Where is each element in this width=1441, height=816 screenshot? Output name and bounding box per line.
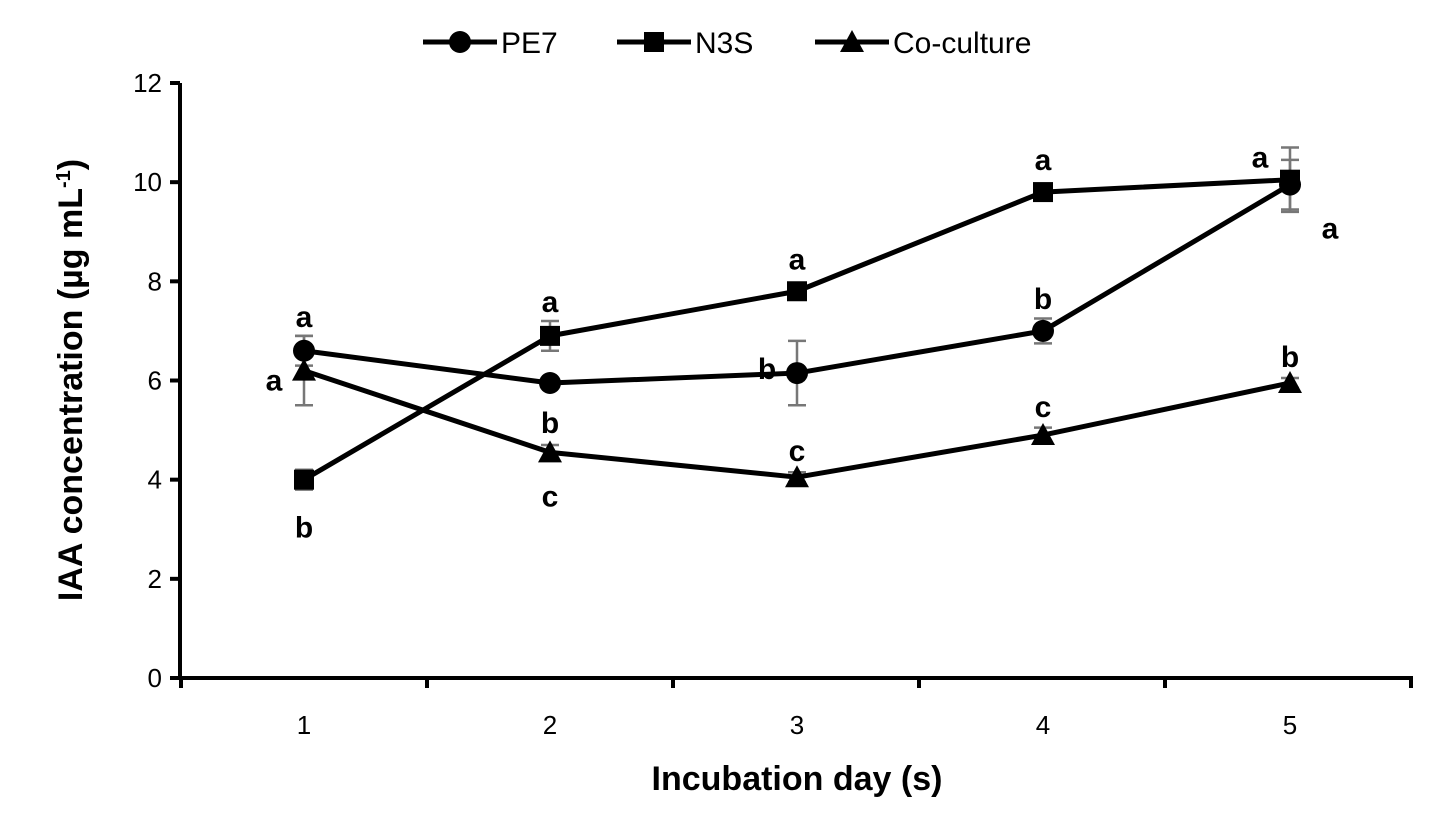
y-axis-title-superscript: -1 (53, 170, 75, 188)
x-tick-label: 5 (1283, 710, 1297, 740)
co-culture-significance-letter: b (1281, 341, 1299, 374)
x-tick-label: 4 (1036, 710, 1050, 740)
y-axis-title-end: ) (52, 159, 90, 170)
n3s-significance-letter: a (789, 243, 806, 276)
series-markers (292, 169, 1302, 490)
legend-n3s-label: N3S (695, 27, 753, 60)
pe7-significance-letter: b (758, 353, 776, 386)
legend-pe7-marker (449, 31, 471, 53)
co-culture-significance-letter: c (789, 435, 806, 468)
x-tick-label: 3 (790, 710, 804, 740)
legend-pe7-label: PE7 (501, 27, 558, 60)
pe7-point (1032, 319, 1054, 342)
n3s-significance-letter: a (1035, 144, 1052, 177)
n3s-point (787, 281, 807, 302)
n3s-point (540, 325, 560, 346)
pe7-point (539, 371, 561, 394)
co-culture-significance-letter: c (1035, 391, 1052, 424)
legend-co-culture-marker (840, 30, 864, 52)
n3s-point (294, 469, 314, 490)
co-culture-significance-letter: a (266, 365, 283, 398)
pe7-point (786, 362, 808, 385)
co-culture-point (1031, 423, 1055, 446)
legend: PE7 N3S Co-culture (423, 27, 1031, 60)
n3s-point (1033, 182, 1053, 203)
co-culture-significance-letter: c (542, 480, 559, 513)
y-tick-label: 6 (148, 366, 162, 396)
y-tick-label: 8 (148, 266, 162, 296)
co-culture-point (1278, 370, 1302, 393)
co-culture-point (538, 440, 562, 463)
y-axis-title: IAA concentration (µg mL-1) (52, 159, 90, 601)
co-culture-point (292, 358, 316, 381)
y-tick-label: 0 (148, 663, 162, 693)
pe7-significance-letter: b (541, 407, 559, 440)
pe7-significance-letter: a (296, 301, 313, 334)
y-tick-label: 4 (148, 465, 162, 495)
n3s-significance-letter: a (1252, 142, 1269, 175)
y-tick-label: 12 (133, 68, 162, 98)
x-tick-label: 1 (297, 710, 311, 740)
y-tick-label: 10 (133, 167, 162, 197)
y-axis-title-main: IAA concentration (µg mL (52, 188, 90, 601)
pe7-significance-letter: a (1322, 213, 1339, 246)
legend-co-culture-label: Co-culture (893, 27, 1031, 60)
n3s-significance-letter: b (295, 512, 313, 545)
x-tick-label: 2 (543, 710, 557, 740)
x-axis-title: Incubation day (s) (652, 760, 943, 798)
legend-n3s-marker (644, 32, 664, 52)
co-culture-point (785, 465, 809, 488)
n3s-significance-letter: a (542, 286, 559, 319)
n3s-point (1280, 169, 1300, 190)
pe7-significance-letter: b (1034, 283, 1052, 316)
pe7-point (293, 339, 315, 362)
y-tick-label: 2 (148, 564, 162, 594)
